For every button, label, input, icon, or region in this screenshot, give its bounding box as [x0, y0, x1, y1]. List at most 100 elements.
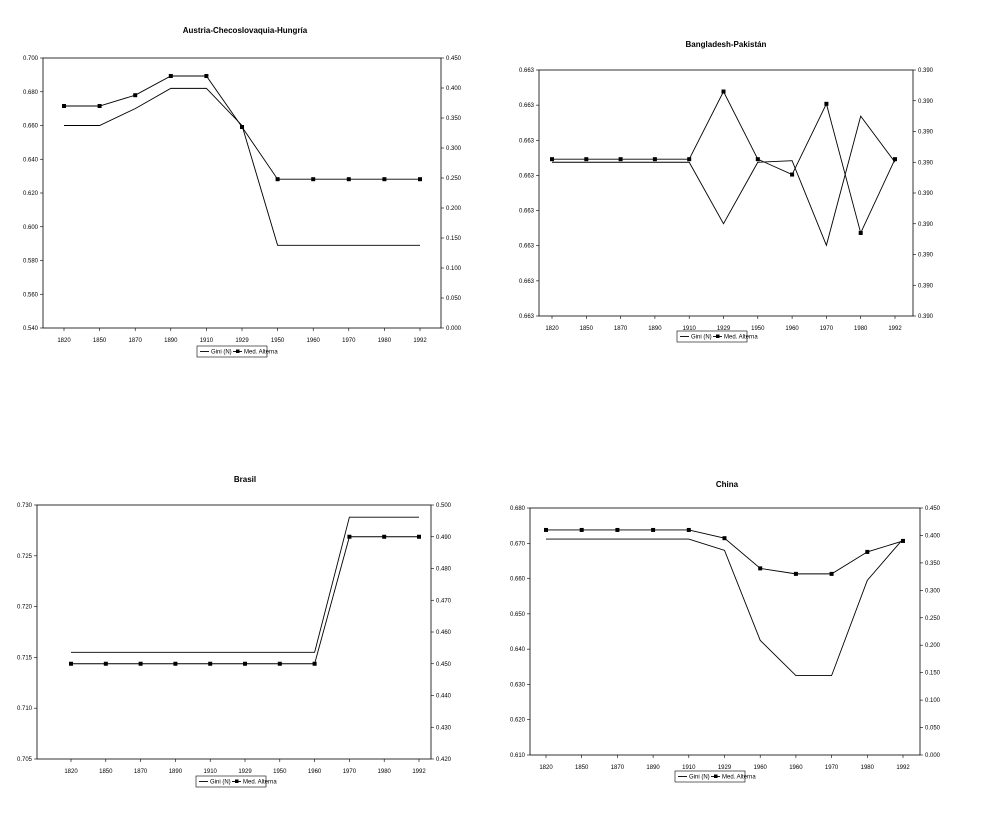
- right-tick-label: 0.400: [925, 533, 941, 539]
- x-tick-label: 1910: [682, 765, 696, 771]
- plot-frame: [36, 504, 432, 760]
- right-tick-label: 0.390: [918, 68, 934, 74]
- series-point-med-alterna: [173, 661, 178, 666]
- series-point-med-alterna: [243, 661, 247, 666]
- right-tick-label: 0.390: [918, 283, 934, 289]
- series-point-med-alterna: [103, 661, 108, 666]
- series-line-gini: [71, 516, 419, 653]
- legend-label-med-alterna: Med. Alterna: [724, 335, 758, 341]
- left-tick-label: 0.705: [17, 757, 33, 763]
- series-point-med-alterna: [382, 534, 387, 539]
- legend-label-med-alterna: Med. Alterna: [244, 350, 278, 356]
- x-tick-label: 1929: [718, 765, 732, 771]
- legend-label-med-alterna: Med. Alterna: [722, 775, 756, 781]
- x-tick-label: 1992: [413, 338, 427, 344]
- right-tick-label: 0.000: [446, 326, 462, 332]
- left-tick-label: 0.640: [510, 647, 526, 653]
- x-tick-label: 1850: [575, 765, 589, 771]
- right-tick-label: 0.100: [925, 698, 941, 704]
- left-tick-label: 0.580: [23, 259, 39, 265]
- x-tick-label: 1890: [646, 765, 660, 771]
- left-tick-label: 0.663: [519, 209, 535, 215]
- x-tick-label: 1950: [751, 326, 765, 332]
- series-point-med-alterna: [347, 534, 352, 539]
- legend-label-gini: Gini (N): [210, 780, 231, 786]
- right-tick-label: 0.150: [925, 671, 941, 677]
- legend-marker-med-alterna: [716, 334, 720, 338]
- chart-title: Austria-Checoslovaquia-Hungría: [183, 26, 308, 35]
- right-tick-label: 0.430: [436, 725, 452, 731]
- x-tick-label: 1850: [580, 326, 594, 332]
- series-point-med-alterna: [901, 538, 905, 543]
- series-point-med-alterna: [417, 534, 421, 539]
- x-tick-label: 1929: [717, 326, 731, 332]
- x-tick-label: 1890: [648, 326, 662, 332]
- x-tick-label: 1890: [164, 338, 178, 344]
- x-tick-label: 1929: [238, 769, 252, 775]
- right-tick-label: 0.390: [918, 99, 934, 105]
- legend-marker-med-alterna: [714, 774, 718, 778]
- legend-label-med-alterna: Med. Alterna: [243, 780, 277, 786]
- x-tick-label: 1960: [307, 338, 321, 344]
- left-tick-label: 0.600: [23, 225, 39, 231]
- series-point-med-alterna: [382, 177, 387, 182]
- left-tick-label: 0.660: [510, 577, 526, 583]
- plot-frame: [538, 69, 914, 317]
- x-tick-label: 1820: [545, 326, 559, 332]
- left-tick-label: 0.725: [17, 554, 33, 560]
- left-tick-label: 0.700: [23, 56, 39, 62]
- x-tick-label: 1820: [64, 769, 78, 775]
- x-tick-label: 1890: [169, 769, 183, 775]
- x-tick-label: 1960: [785, 326, 799, 332]
- right-tick-label: 0.400: [446, 86, 462, 92]
- x-tick-label: 1970: [825, 765, 839, 771]
- legend: Gini (N) Med. Alterna: [674, 770, 756, 783]
- left-tick-label: 0.540: [23, 326, 39, 332]
- legend-label-gini: Gini (N): [691, 335, 712, 341]
- legend: Gini (N) Med. Alterna: [195, 775, 277, 788]
- series-point-med-alterna: [97, 104, 102, 108]
- series-point-med-alterna: [858, 230, 863, 235]
- x-tick-label: 1980: [861, 765, 875, 771]
- right-tick-label: 0.390: [918, 160, 934, 166]
- left-tick-label: 0.650: [510, 612, 526, 618]
- series-point-med-alterna: [722, 536, 727, 541]
- x-tick-label: 1950: [273, 769, 287, 775]
- right-tick-label: 0.450: [925, 506, 941, 512]
- legend: Gini (N) Med. Alterna: [676, 330, 758, 343]
- right-tick-label: 0.150: [446, 236, 462, 242]
- left-tick-label: 0.640: [23, 157, 39, 163]
- right-tick-label: 0.390: [918, 253, 934, 259]
- series-point-med-alterna: [584, 157, 589, 162]
- series-point-med-alterna: [544, 527, 548, 532]
- series-point-med-alterna: [550, 157, 554, 162]
- left-tick-label: 0.620: [510, 718, 526, 724]
- legend-box: [195, 775, 267, 788]
- legend-box: [676, 330, 748, 343]
- right-tick-label: 0.000: [925, 753, 941, 759]
- x-tick-label: 1870: [611, 765, 625, 771]
- series-point-med-alterna: [686, 527, 691, 532]
- right-tick-label: 0.100: [446, 266, 462, 272]
- series-point-med-alterna: [133, 93, 138, 98]
- left-tick-label: 0.663: [519, 314, 535, 320]
- series-point-med-alterna: [579, 527, 584, 532]
- legend-box: [674, 770, 746, 783]
- left-tick-label: 0.663: [519, 279, 535, 285]
- legend: Gini (N) Med. Alterna: [196, 345, 278, 358]
- right-tick-label: 0.350: [925, 561, 941, 567]
- right-tick-label: 0.450: [436, 662, 452, 668]
- series-point-med-alterna: [755, 157, 760, 162]
- chart-title: Bangladesh-Pakistán: [686, 40, 767, 49]
- right-tick-label: 0.420: [436, 757, 452, 763]
- series-point-med-alterna: [893, 157, 897, 162]
- legend-label-gini: Gini (N): [211, 350, 232, 356]
- x-tick-label: 1970: [342, 338, 356, 344]
- right-tick-label: 0.050: [446, 296, 462, 302]
- right-tick-label: 0.250: [925, 616, 941, 622]
- series-point-med-alterna: [687, 157, 692, 162]
- right-tick-label: 0.390: [918, 314, 934, 320]
- series-point-med-alterna: [824, 101, 829, 106]
- x-tick-label: 1960: [754, 765, 768, 771]
